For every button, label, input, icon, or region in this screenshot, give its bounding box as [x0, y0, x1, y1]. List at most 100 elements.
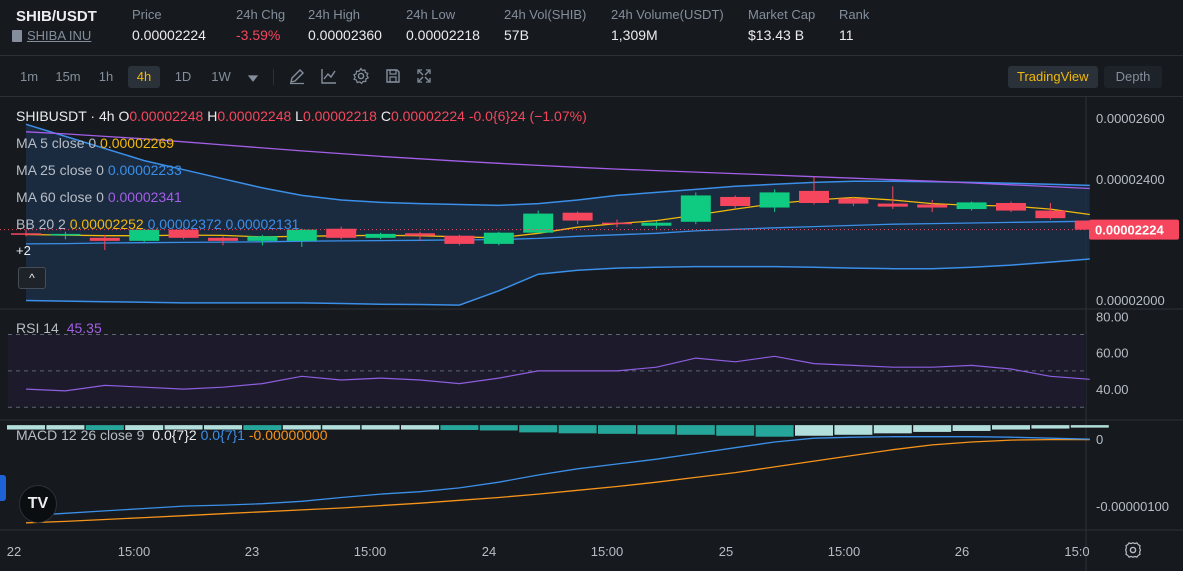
macd-hist-value: -0.00000000: [248, 427, 328, 443]
ma5-legend[interactable]: MA 5 close 0 0.00002269: [16, 135, 174, 151]
ma5-label: MA 5 close 0: [16, 135, 97, 151]
candle-body: [168, 229, 199, 238]
save-icon[interactable]: [384, 67, 402, 85]
candle-body: [877, 203, 908, 207]
stat-label: Price: [132, 7, 162, 22]
stat-value: 0.00002360: [308, 27, 382, 43]
chart-canvas[interactable]: 0.00002224 0.00002600 0.00002400 0.00002000…: [0, 97, 1183, 571]
pair-name[interactable]: SHIB/USDT: [16, 8, 97, 25]
time-axis-label: 15:00: [118, 544, 151, 559]
candle-body: [365, 233, 396, 238]
timeframe-1w[interactable]: 1W: [211, 69, 231, 84]
timeframe-15m[interactable]: 15m: [55, 69, 81, 84]
macd-histogram-bar: [361, 425, 400, 430]
candle-body: [129, 229, 160, 241]
tradingview-view-button[interactable]: TradingView: [1008, 66, 1098, 88]
stat-value: 57B: [504, 27, 529, 43]
candle-body: [483, 232, 514, 244]
stat-24h-change: 24h Chg -3.59%: [236, 7, 285, 43]
macd-histogram-bar: [598, 425, 636, 434]
stat-label: 24h Vol(SHIB): [504, 7, 587, 22]
high-value: 0.00002248: [217, 108, 292, 124]
bb-label: BB 20 2: [16, 216, 66, 232]
candle-body: [759, 192, 790, 208]
depth-view-button[interactable]: Depth: [1104, 66, 1162, 88]
rsi-legend[interactable]: RSI 14 45.35: [16, 320, 102, 336]
candle-body: [1035, 210, 1066, 219]
timeframe-4h[interactable]: 4h: [128, 66, 160, 88]
time-axis-label: 15:00: [828, 544, 861, 559]
stat-value: 11: [839, 27, 854, 43]
coin-name[interactable]: SHIBA INU: [27, 28, 92, 43]
bb-upper-line: [25, 123, 1090, 207]
stat-price: Price 0.00002224: [132, 7, 206, 43]
draw-pencil-icon[interactable]: [288, 67, 306, 85]
macd-histogram-bar: [716, 425, 755, 436]
bb-legend[interactable]: BB 20 2 0.00002252 0.00002372 0.00002131: [16, 216, 299, 232]
timeframe-1m[interactable]: 1m: [19, 69, 39, 84]
ma60-label: MA 60 close 0: [16, 189, 104, 205]
collapse-indicators-button[interactable]: ^: [18, 267, 46, 289]
ma60-legend[interactable]: MA 60 close 0 0.00002341: [16, 189, 182, 205]
rsi-axis-label: 40.00: [1096, 382, 1129, 397]
ma25-legend[interactable]: MA 25 close 0 0.00002233: [16, 162, 182, 178]
rsi-line: [25, 355, 1090, 392]
stat-24h-vol-usdt: 24h Volume(USDT) 1,309M: [611, 7, 724, 43]
candle-body: [680, 195, 711, 222]
timeframe-1d[interactable]: 1D: [174, 69, 192, 84]
chevron-up-icon: ^: [29, 271, 35, 285]
macd-histogram-bar: [401, 425, 439, 430]
macd-label: MACD 12 26 close 9: [16, 427, 145, 443]
price-chart[interactable]: 0.00002224 0.00002600 0.00002400 0.00002000…: [0, 97, 1183, 571]
stat-label: 24h Volume(USDT): [611, 7, 724, 22]
coin-link[interactable]: SHIBA INU: [12, 28, 91, 43]
candle-body: [917, 204, 948, 208]
settings-icon[interactable]: [352, 67, 370, 85]
stat-value: $13.43 B: [748, 27, 805, 43]
timeframe-1h[interactable]: 1h: [98, 69, 114, 84]
candle-body: [444, 235, 475, 244]
candle-body: [641, 222, 672, 226]
time-axis-label: 15:00: [591, 544, 624, 559]
indicator-chart-icon[interactable]: [320, 67, 338, 85]
candle-body: [405, 233, 435, 236]
macd-histogram-bar: [755, 425, 794, 437]
macd-histogram-bar: [519, 425, 558, 433]
macd-histogram-bar: [204, 425, 242, 430]
toolbar-divider: [273, 69, 274, 85]
bollinger-band-fill: [26, 124, 1090, 306]
candle-body: [838, 198, 869, 204]
caret-down-icon[interactable]: [244, 69, 259, 83]
macd-histogram-bar: [873, 425, 912, 434]
macd-legend[interactable]: MACD 12 26 close 9 0.0{7}2 0.0{7}1 -0.00…: [16, 427, 328, 443]
macd-histogram-bar: [1031, 425, 1070, 429]
candle-body: [286, 229, 317, 241]
ma25-value: 0.00002233: [107, 162, 182, 178]
macd-histogram-bar: [637, 425, 676, 435]
coin-info-icon: [12, 29, 22, 42]
chart-settings-icon[interactable]: [1124, 541, 1142, 559]
price-axis-label: 0.00002600: [1096, 111, 1165, 126]
time-axis-label: 15:0: [1064, 544, 1089, 559]
time-axis-label: 23: [245, 544, 259, 559]
last-price-tag-label: 0.00002224: [1095, 223, 1164, 238]
low-value: 0.00002218: [302, 108, 377, 124]
bb-value-middle: 0.00002252: [69, 216, 144, 232]
candle-body: [11, 233, 41, 235]
side-panel-tab[interactable]: [0, 475, 6, 501]
rsi-value: 45.35: [66, 320, 102, 336]
macd-histogram-bar: [440, 425, 479, 430]
rsi-label: RSI 14: [16, 320, 59, 336]
candle-body: [602, 222, 632, 225]
candle-body: [562, 212, 593, 221]
stat-value: 0.00002218: [406, 27, 480, 43]
macd-signal-line: [25, 438, 1090, 524]
bb-lower-line: [25, 258, 1090, 306]
more-indicators[interactable]: +2: [16, 243, 31, 258]
macd-line: [25, 436, 1090, 517]
fullscreen-icon[interactable]: [415, 67, 433, 85]
bb-value-lower: 0.00002131: [225, 216, 300, 232]
ma25-line: [25, 220, 1090, 245]
stat-market-cap: Market Cap $13.43 B: [748, 7, 815, 43]
stat-label: Market Cap: [748, 7, 816, 22]
